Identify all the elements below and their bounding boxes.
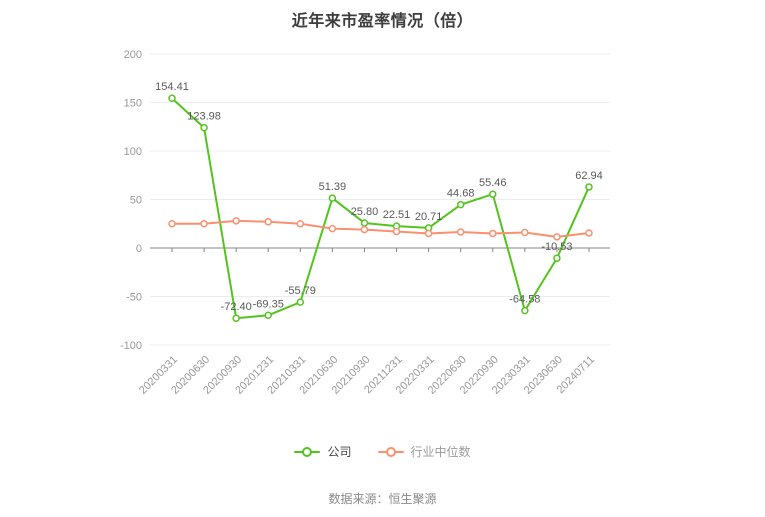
data-point-marker [489,190,497,198]
data-label: 25.80 [351,206,379,218]
data-label: 51.39 [319,181,347,193]
data-point-marker [328,224,337,233]
data-label: 20.71 [415,211,443,223]
data-label: -72.40 [221,301,252,313]
data-point-marker [456,200,465,209]
data-point-marker [232,314,240,322]
data-point-marker [360,219,369,227]
data-label: 123.98 [187,111,221,123]
data-label: -64.58 [509,294,540,306]
data-label: -55.79 [285,285,316,297]
data-point-marker [585,229,593,237]
data-point-marker [296,220,305,228]
legend-label-industry-median: 行业中位数 [410,445,471,459]
data-point-marker [232,217,240,225]
data-point-marker [521,228,529,237]
data-label: 22.51 [383,209,411,221]
data-point-marker [200,123,208,132]
y-axis-label: 200 [124,49,142,61]
y-axis-label: -100 [120,340,142,352]
data-label: 62.94 [575,170,603,182]
data-point-marker [521,306,529,315]
pe-ratio-line-chart: 200150100500-50-100202003312020063020200… [120,49,610,397]
data-point-marker [424,229,433,238]
y-axis-label: -50 [126,292,142,304]
legend: 公司 行业中位数 [0,446,765,458]
y-axis-label: 50 [130,195,142,207]
data-point-marker [328,194,337,202]
data-source: 数据来源：恒生聚源 [328,492,437,506]
data-label: 55.46 [479,177,507,189]
data-label: -10.53 [541,241,572,253]
data-point-marker [392,227,401,236]
data-point-marker [296,298,305,306]
data-point-marker [200,220,208,228]
chart-title: 近年来市盈率情况（倍） [291,13,474,30]
industry-median-series-marker-icon [377,446,404,458]
company-line [171,97,590,320]
data-point-marker [360,225,369,234]
legend-label-company: 公司 [327,445,352,459]
y-axis-label: 100 [124,146,142,158]
legend-item-company[interactable]: 公司 [294,445,352,459]
data-point-marker [553,233,561,241]
company-series-marker-icon [294,446,321,458]
data-point-marker [168,94,176,102]
data-label: -69.35 [253,298,284,310]
data-point-marker [585,183,593,191]
data-point-marker [489,229,497,238]
data-point-marker [264,218,272,226]
data-point-marker [264,311,272,320]
industry-median-line [172,219,590,238]
data-point-marker [168,220,176,228]
legend-item-industry-median[interactable]: 行业中位数 [377,445,471,459]
y-axis-label: 150 [124,98,142,110]
data-point-marker [456,228,465,236]
data-label: 44.68 [447,188,475,200]
data-point-marker [553,254,561,262]
data-label: 154.41 [155,81,189,93]
y-axis-label: 0 [136,243,142,255]
